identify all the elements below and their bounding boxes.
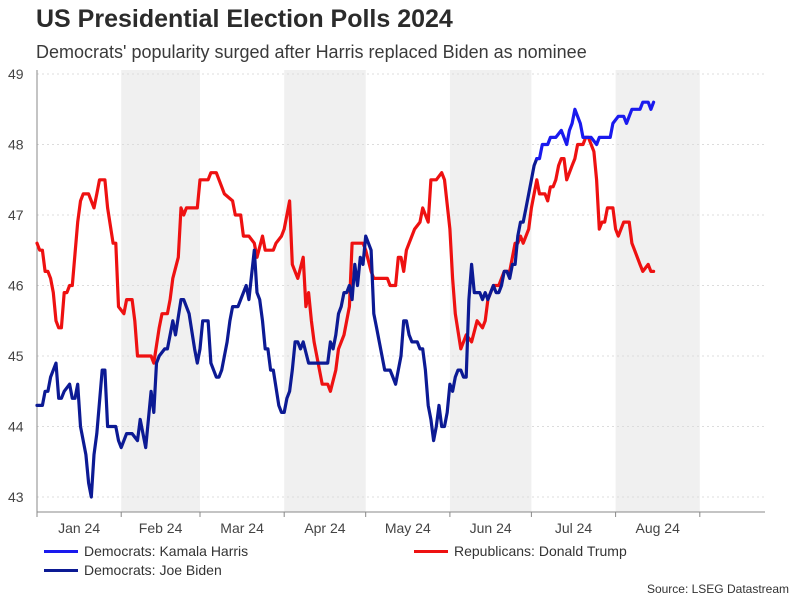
x-tick-label-jul-24: Jul 24: [555, 520, 593, 536]
chart-subtitle: Democrats' popularity surged after Harri…: [36, 42, 587, 62]
legend-item-harris: Democrats: Kamala Harris: [44, 543, 248, 559]
chart-title: US Presidential Election Polls 2024: [36, 5, 453, 33]
x-tick-label-feb-24: Feb 24: [139, 520, 183, 536]
legend-swatch-harris: [44, 549, 78, 553]
y-tick-label-43: 43: [8, 489, 24, 505]
legend-label-harris: Democrats: Kamala Harris: [84, 543, 249, 559]
x-tick-label-apr-24: Apr 24: [304, 520, 345, 536]
x-tick-label-may-24: May 24: [385, 520, 431, 536]
legend-label-trump: Republicans: Donald Trump: [454, 543, 627, 559]
y-tick-label-44: 44: [8, 419, 24, 435]
legend-item-trump: Republicans: Donald Trump: [414, 543, 627, 559]
legend-label-biden: Democrats: Joe Biden: [84, 562, 222, 578]
series-line-donald-trump: [35, 135, 656, 393]
legend-swatch-trump: [414, 549, 448, 553]
x-tick-label-jan-24: Jan 24: [58, 520, 100, 536]
x-tick-label-mar-24: Mar 24: [220, 520, 264, 536]
y-tick-label-49: 49: [8, 66, 24, 82]
y-tick-label-48: 48: [8, 137, 24, 153]
x-tick-label-aug-24: Aug 24: [636, 520, 681, 536]
y-tick-label-47: 47: [8, 207, 24, 223]
legend-item-biden: Democrats: Joe Biden: [44, 562, 222, 578]
x-tick-label-jun-24: Jun 24: [470, 520, 512, 536]
shaded-band-feb-24: [121, 70, 200, 512]
series-line-joe-biden: [35, 157, 539, 499]
legend-swatch-biden: [44, 568, 78, 572]
source-note: Source: LSEG Datastream: [646, 582, 789, 596]
y-tick-label-46: 46: [8, 278, 24, 294]
y-tick-label-45: 45: [8, 348, 24, 364]
series-line-kamala-harris: [535, 100, 656, 161]
shaded-band-aug-24: [615, 70, 700, 512]
